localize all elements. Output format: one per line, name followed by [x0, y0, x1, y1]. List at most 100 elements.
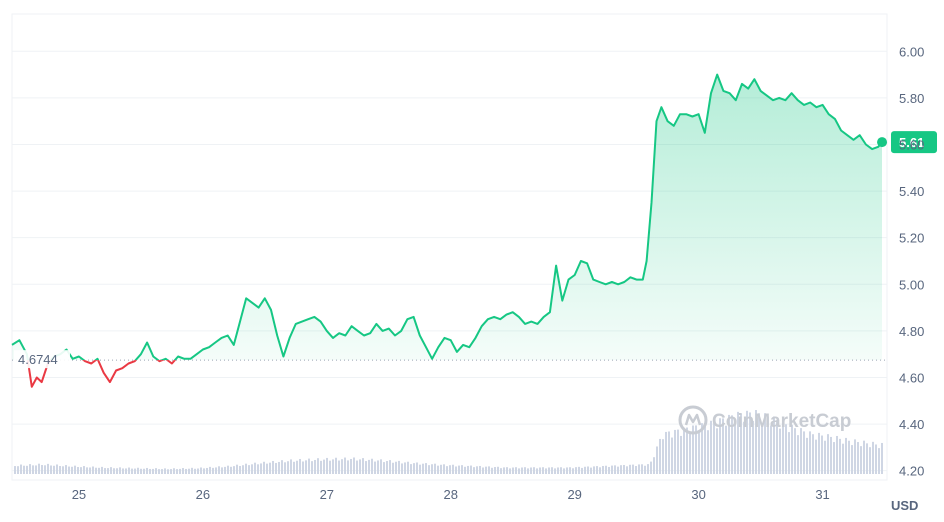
volume-bar [191, 467, 193, 474]
volume-bar [284, 462, 286, 474]
volume-bar [335, 457, 337, 474]
volume-bar [377, 460, 379, 474]
volume-bar [518, 468, 520, 474]
volume-bar [596, 466, 598, 474]
volume-bar [761, 422, 763, 474]
volume-bar [548, 467, 550, 474]
x-tick-label: 26 [196, 487, 210, 502]
volume-bar [281, 460, 283, 474]
volume-bar [854, 439, 856, 474]
volume-bar [614, 465, 616, 474]
volume-bar [563, 468, 565, 474]
volume-bar [17, 466, 19, 474]
volume-bar [848, 440, 850, 474]
y-tick-label: 5.80 [899, 91, 924, 106]
volume-bar [329, 460, 331, 474]
last-price-dot [877, 137, 888, 148]
volume-bar [794, 428, 796, 474]
volume-bar [845, 437, 847, 474]
last-price-tag: 5.61 [891, 131, 937, 154]
volume-bar [497, 466, 499, 474]
volume-bar [359, 459, 361, 474]
watermark: CoinMarketCap [678, 405, 851, 435]
volume-bar [605, 465, 607, 474]
volume-bar [692, 425, 694, 474]
x-tick-label: 25 [72, 487, 86, 502]
volume-bar [23, 465, 25, 474]
volume-bar [194, 468, 196, 474]
volume-bar [269, 462, 271, 474]
volume-bar [92, 466, 94, 474]
volume-bar [197, 468, 199, 474]
watermark-text: CoinMarketCap [712, 411, 851, 432]
volume-bar [251, 464, 253, 474]
volume-bar [392, 462, 394, 474]
volume-bar [554, 468, 556, 474]
last-price-tag-text: 5.61 [899, 135, 924, 150]
volume-bar [98, 467, 100, 474]
volume-bar [836, 435, 838, 474]
volume-bar [119, 467, 121, 474]
volume-bar [293, 461, 295, 474]
volume-bar [689, 434, 691, 474]
volume-bar [443, 464, 445, 474]
volume-bar [608, 466, 610, 474]
x-tick-label: 28 [444, 487, 458, 502]
x-tick-label: 29 [567, 487, 581, 502]
volume-bar [524, 467, 526, 474]
y-tick-label: 5.40 [899, 184, 924, 199]
volume-bar [164, 468, 166, 474]
volume-bar [620, 465, 622, 474]
volume-bar [551, 467, 553, 474]
volume-bar [287, 461, 289, 474]
volume-bar [512, 467, 514, 474]
volume-bar [257, 464, 259, 474]
volume-bar [491, 467, 493, 474]
volume-bar [74, 465, 76, 474]
volume-bar [332, 459, 334, 474]
volume-bar [740, 413, 742, 474]
price-line-up [11, 73, 883, 361]
volume-bar [236, 464, 238, 474]
volume-bar [86, 467, 88, 474]
volume-bar [875, 444, 877, 474]
volume-bar [323, 459, 325, 474]
volume-bar [671, 437, 673, 474]
volume-bar [374, 461, 376, 474]
volume-bar [200, 467, 202, 474]
volume-bar [248, 465, 250, 474]
x-tick-label: 27 [320, 487, 334, 502]
volume-bar [494, 467, 496, 474]
volume-bar [170, 469, 172, 474]
volume-bar [149, 468, 151, 474]
volume-bar [533, 467, 535, 474]
volume-bar [272, 460, 274, 474]
volume-bar [59, 466, 61, 474]
volume-bar [242, 465, 244, 474]
volume-bar [344, 457, 346, 474]
volume-bar [413, 463, 415, 474]
reference-label-box [14, 350, 70, 369]
y-tick-label: 6.00 [899, 44, 924, 59]
volume-bar [401, 463, 403, 474]
volume-bar [215, 467, 217, 474]
volume-bar [713, 421, 715, 474]
volume-bar [161, 469, 163, 474]
volume-bar [599, 467, 601, 474]
volume-bar [296, 460, 298, 474]
volume-bar [404, 462, 406, 474]
volume-bar [701, 423, 703, 474]
volume-bar [560, 467, 562, 474]
volume-bar [755, 410, 757, 474]
volume-bar [122, 468, 124, 474]
volume-bar [734, 422, 736, 474]
volume-bar [686, 427, 688, 474]
volume-bar [71, 466, 73, 474]
volume-bar [353, 457, 355, 474]
volume-bar [41, 465, 43, 474]
volume-bar [50, 465, 52, 474]
coinmarketcap-logo-icon [678, 405, 708, 435]
volume-bar [446, 466, 448, 474]
volume-bar [167, 469, 169, 474]
